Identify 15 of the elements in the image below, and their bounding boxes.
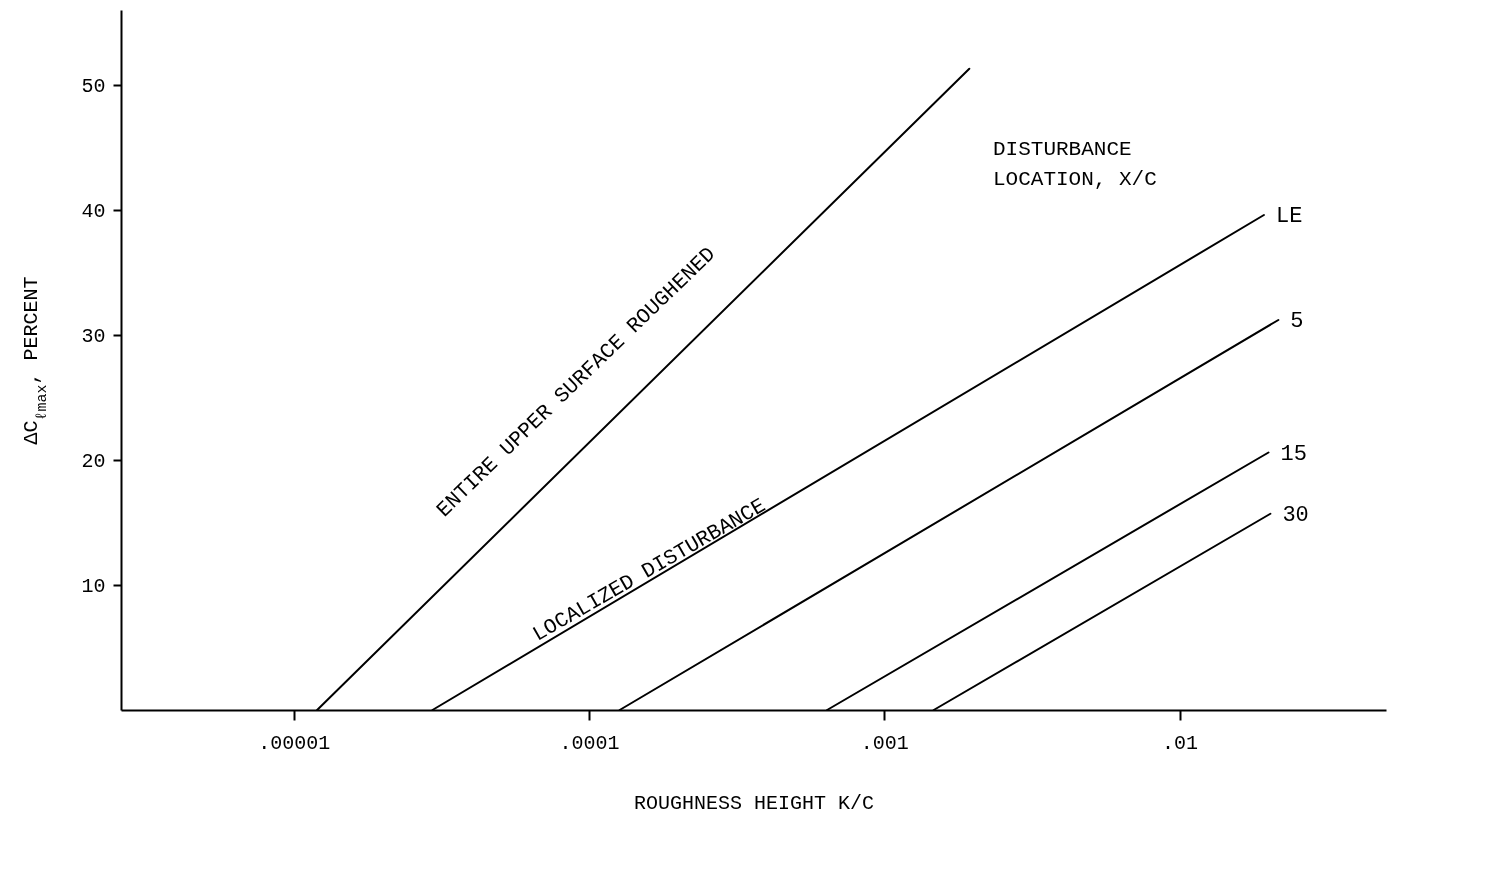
x-tick-label: .0001 — [559, 731, 620, 755]
legend-title: DISTURBANCE LOCATION, X/C — [993, 138, 1157, 191]
y-tick-label: 20 — [81, 449, 106, 473]
y-tick-label: 40 — [81, 199, 106, 223]
x-tick-label: .00001 — [258, 731, 331, 755]
y-tick-label: 30 — [81, 324, 106, 348]
series-label: 5 — [1290, 309, 1304, 334]
series-label: 15 — [1280, 441, 1307, 467]
series-label: LE — [1275, 204, 1303, 229]
x-tick-label: .001 — [860, 731, 909, 755]
y-tick-label: 50 — [81, 74, 106, 98]
y-tick-label: 10 — [81, 574, 106, 598]
x-tick-label: .01 — [1162, 731, 1199, 755]
x-axis-title: ROUGHNESS HEIGHT K/C — [633, 791, 875, 815]
series-label: 30 — [1282, 502, 1309, 528]
